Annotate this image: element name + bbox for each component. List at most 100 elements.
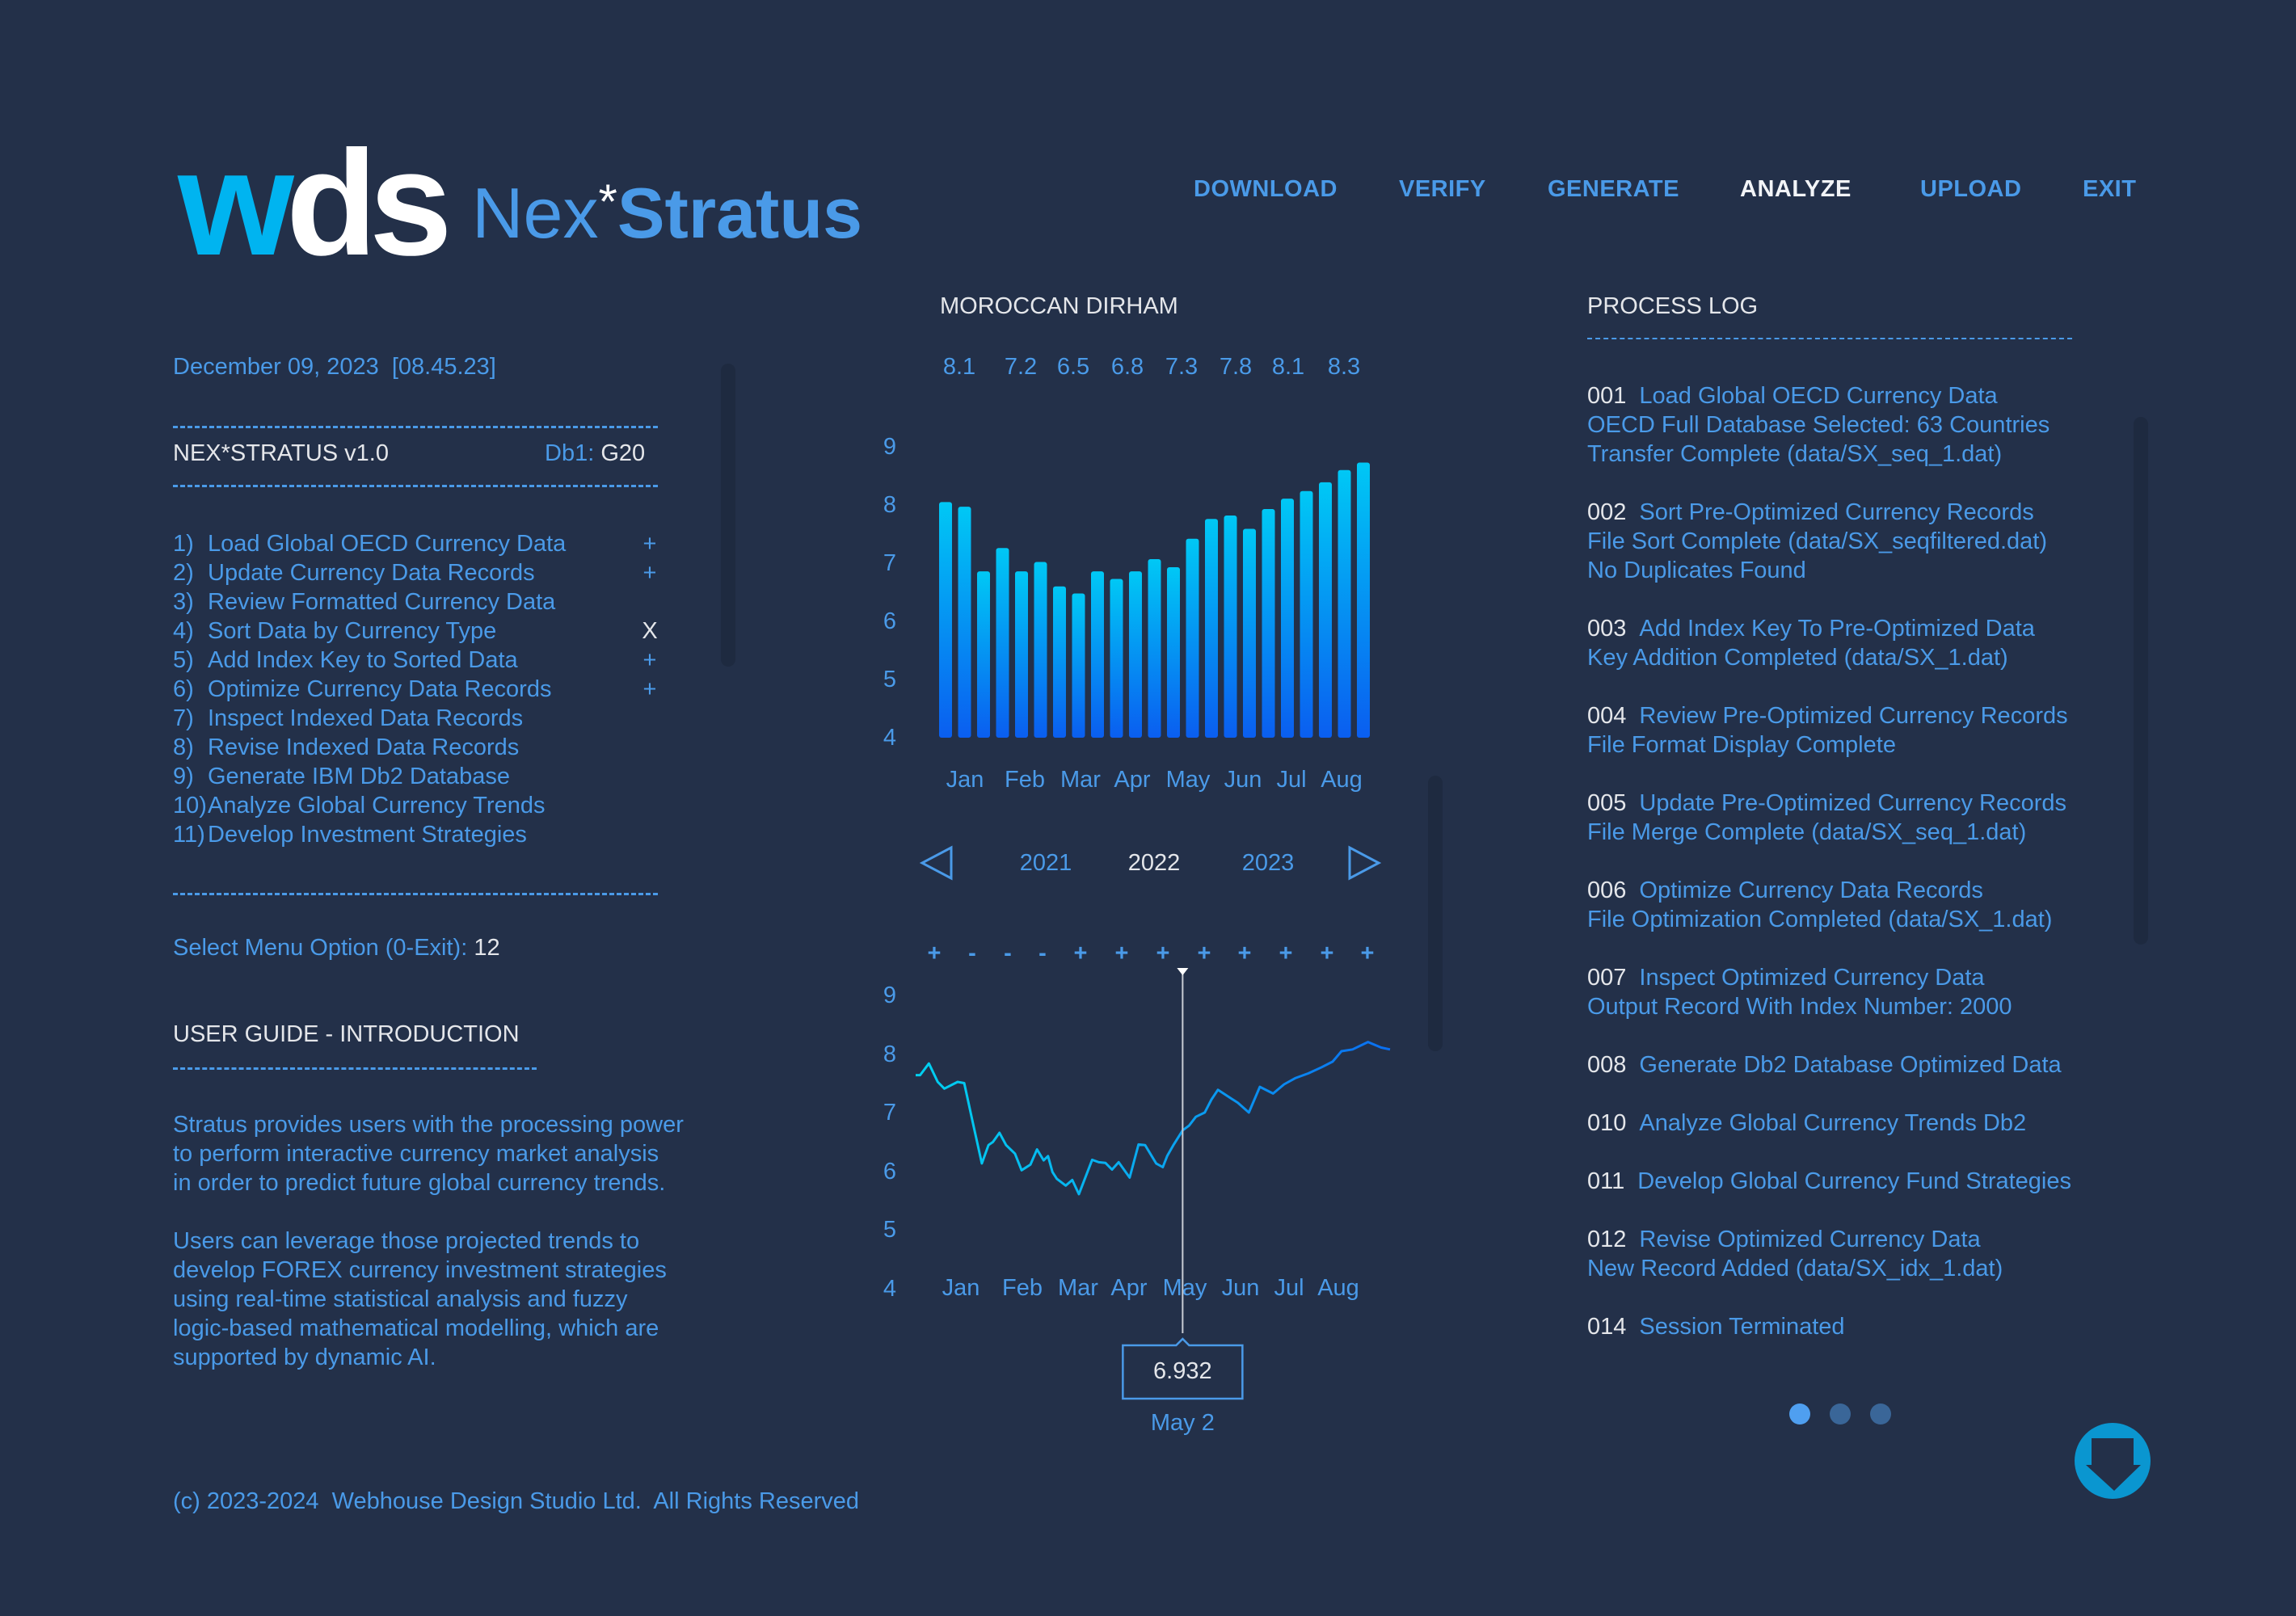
y-tick-label: 4 <box>883 1276 897 1302</box>
log-entry-header: 008 Generate Db2 Database Optimized Data <box>1587 1050 2071 1079</box>
log-entry-title: Load Global OECD Currency Data <box>1639 383 1998 409</box>
menu-item-label: Generate IBM Db2 Database <box>208 764 510 789</box>
menu-item-number: 2) <box>173 560 194 586</box>
x-tick-label: Feb <box>1002 1275 1043 1301</box>
year-2023[interactable]: 2023 <box>1241 850 1295 876</box>
trend-sign: - <box>1038 941 1047 966</box>
log-entry-header: 006 Optimize Currency Data Records <box>1587 876 2071 905</box>
x-tick-label: Jul <box>1276 767 1307 793</box>
log-entry-title: Add Index Key To Pre-Optimized Data <box>1639 616 2035 642</box>
log-entry-title: Inspect Optimized Currency Data <box>1639 965 1985 991</box>
nav-generate[interactable]: GENERATE <box>1548 176 1679 202</box>
log-entry-header: 004 Review Pre-Optimized Currency Records <box>1587 701 2071 730</box>
main-menu: 1) Load Global OECD Currency Data +2) Updat… <box>173 529 658 849</box>
nav-upload[interactable]: UPLOAD <box>1920 176 2022 202</box>
log-entry: 006 Optimize Currency Data Records File Op… <box>1587 876 2071 934</box>
nav-analyze[interactable]: ANALYZE <box>1740 176 1852 202</box>
y-tick-label: 7 <box>883 550 897 576</box>
pager-dot[interactable] <box>1870 1403 1891 1425</box>
log-entry-detail: Transfer Complete (data/SX_seq_1.dat) <box>1587 441 2003 467</box>
menu-item-label: Sort Data by Currency Type <box>208 618 497 644</box>
x-tick-label: Apr <box>1114 767 1151 793</box>
bar <box>1357 462 1370 738</box>
menu-item[interactable]: 3) Review Formatted Currency Data <box>173 587 658 617</box>
year-next-arrow[interactable] <box>1346 845 1382 887</box>
bar <box>1072 593 1085 738</box>
log-entry-header: 001 Load Global OECD Currency Data <box>1587 381 2071 410</box>
menu-item[interactable]: 7) Inspect Indexed Data Records <box>173 704 658 733</box>
log-entry-header: 014 Session Terminated <box>1587 1312 2071 1341</box>
divider <box>173 485 658 487</box>
log-entry: 007 Inspect Optimized Currency Data Output… <box>1587 963 2071 1021</box>
log-entry-title: Generate Db2 Database Optimized Data <box>1639 1052 2062 1078</box>
log-entry: 014 Session Terminated <box>1587 1312 2071 1341</box>
nav-download[interactable]: DOWNLOAD <box>1194 176 1338 202</box>
menu-item[interactable]: 10) Analyze Global Currency Trends <box>173 791 658 820</box>
menu-item-label: Inspect Indexed Data Records <box>208 705 524 731</box>
y-tick-label: 6 <box>883 608 897 634</box>
log-entry-number: 003 <box>1587 616 1627 642</box>
logo: wds <box>178 129 453 279</box>
menu-item[interactable]: 4) Sort Data by Currency Type X <box>173 617 658 646</box>
log-entry-title: Revise Optimized Currency Data <box>1639 1227 1981 1252</box>
divider <box>173 893 658 895</box>
pager-dot[interactable] <box>1830 1403 1851 1425</box>
bar <box>1167 567 1180 738</box>
menu-select[interactable]: Select Menu Option (0-Exit): 12 <box>173 935 500 961</box>
left-scrollbar[interactable] <box>721 364 735 667</box>
x-tick-label: Jul <box>1274 1275 1304 1301</box>
x-tick-label: Mar <box>1060 767 1101 793</box>
process-log: 001 Load Global OECD Currency Data OECD Fu… <box>1587 381 2071 1341</box>
app-version: NEX*STRATUS v1.0 <box>173 440 389 466</box>
bar <box>996 548 1009 738</box>
log-entry: 008 Generate Db2 Database Optimized Data <box>1587 1050 2071 1079</box>
menu-select-value[interactable]: 12 <box>474 935 500 961</box>
menu-item-label: Load Global OECD Currency Data <box>208 531 567 557</box>
bar <box>1224 515 1237 738</box>
pager-dot[interactable] <box>1789 1403 1810 1425</box>
y-tick-label: 9 <box>883 434 897 460</box>
triangle-left-icon[interactable] <box>919 845 954 881</box>
bar <box>1110 579 1123 738</box>
menu-item[interactable]: 8) Revise Indexed Data Records <box>173 733 658 762</box>
nav-verify[interactable]: VERIFY <box>1399 176 1486 202</box>
log-entry-detail: File Format Display Complete <box>1587 732 1896 758</box>
year-2021[interactable]: 2021 <box>1019 850 1072 876</box>
menu-item-label: Analyze Global Currency Trends <box>208 793 546 819</box>
arrow-down-circle-icon[interactable] <box>2074 1422 2151 1500</box>
menu-item[interactable]: 5) Add Index Key to Sorted Data + <box>173 646 658 675</box>
log-entry-header: 002 Sort Pre-Optimized Currency Records <box>1587 498 2071 527</box>
trend-sign: - <box>1004 941 1012 966</box>
trend-sign: + <box>1156 941 1170 966</box>
center-scrollbar[interactable] <box>1428 776 1443 1051</box>
scroll-down-button[interactable] <box>2074 1422 2151 1506</box>
guide-paragraph-1: Stratus provides users with the processi… <box>173 1112 684 1196</box>
monthly-value-label: 7.2 <box>1004 354 1038 380</box>
menu-item-label: Review Formatted Currency Data <box>208 589 556 615</box>
log-entry-detail: File Optimization Completed (data/SX_1.d… <box>1587 907 2053 932</box>
menu-item[interactable]: 1) Load Global OECD Currency Data + <box>173 529 658 558</box>
log-entry-number: 014 <box>1587 1314 1627 1340</box>
menu-item[interactable]: 2) Update Currency Data Records + <box>173 558 658 587</box>
menu-item-label: Update Currency Data Records <box>208 560 535 586</box>
triangle-right-icon[interactable] <box>1346 845 1382 881</box>
divider <box>173 426 658 428</box>
right-scrollbar[interactable] <box>2134 417 2148 945</box>
menu-item-label: Revise Indexed Data Records <box>208 734 520 760</box>
year-prev-arrow[interactable] <box>919 845 954 887</box>
log-entry-header: 011 Develop Global Currency Fund Strategi… <box>1587 1167 2071 1196</box>
trend-sign: + <box>1360 941 1375 966</box>
year-2022[interactable]: 2022 <box>1127 850 1181 876</box>
menu-item-status: X <box>642 618 658 644</box>
menu-item-number: 3) <box>173 589 194 615</box>
x-tick-label: Feb <box>1005 767 1045 793</box>
y-tick-label: 8 <box>883 1041 897 1067</box>
menu-item[interactable]: 6) Optimize Currency Data Records + <box>173 675 658 704</box>
trend-sign: + <box>1237 941 1252 966</box>
bar <box>1053 586 1066 738</box>
guide-paragraph-2: Users can leverage those projected trend… <box>173 1228 667 1370</box>
menu-item[interactable]: 11) Develop Investment Strategies <box>173 820 658 849</box>
log-entry-number: 001 <box>1587 383 1627 409</box>
nav-exit[interactable]: EXIT <box>2083 176 2137 202</box>
menu-item[interactable]: 9) Generate IBM Db2 Database <box>173 762 658 791</box>
